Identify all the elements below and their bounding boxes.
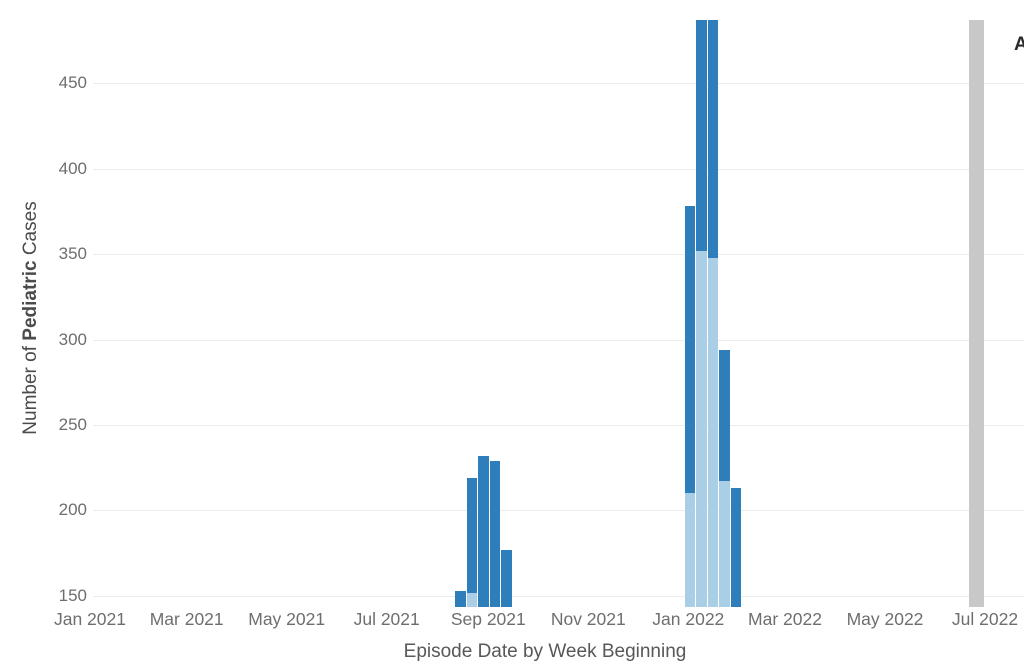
x-tick-label-mar-2022: Mar 2022 <box>748 609 822 629</box>
bar-light-segment-2022-01-09[interactable] <box>696 250 707 607</box>
x-tick-label-mar-2021: Mar 2021 <box>149 609 224 629</box>
bar-week-2022-01-16[interactable] <box>707 20 719 607</box>
bar-week-2021-08-29[interactable] <box>478 455 489 607</box>
y-axis-title-prefix: Number of <box>20 340 41 435</box>
bar-light-segment-2022-01-16[interactable] <box>707 257 719 607</box>
x-axis-title: Episode Date by Week Beginning <box>403 641 687 662</box>
y-axis-title: Number of Pediatric Cases <box>20 201 42 434</box>
legend-title-cropped: A <box>1014 34 1024 55</box>
y-tick-label-250: 250 <box>58 415 87 434</box>
gridline-250 <box>93 425 1024 426</box>
bar-light-segment-2022-01-02[interactable] <box>684 493 696 607</box>
bar-week-2021-08-22[interactable] <box>466 478 478 607</box>
bar-week-2022-01-30[interactable] <box>730 488 742 607</box>
y-axis-title-bold: Pediatric <box>20 260 41 341</box>
bar-week-2021-09-05[interactable] <box>489 460 501 607</box>
gridline-400 <box>93 168 1024 170</box>
x-tick-label-jan-2021: Jan 2021 <box>53 609 126 629</box>
y-tick-label-350: 350 <box>58 244 87 264</box>
y-tick-label-200: 200 <box>58 500 87 520</box>
x-tick-label-jul-2021: Jul 2021 <box>353 609 420 629</box>
bar-week-2021-08-15[interactable] <box>455 590 466 607</box>
bar-week-2022-01-09[interactable] <box>696 20 707 607</box>
y-tick-label-300: 300 <box>58 329 87 349</box>
gridline-350 <box>93 254 1024 256</box>
gridline-150 <box>93 595 1024 597</box>
x-tick-label-sep-2021: Sep 2021 <box>450 609 526 629</box>
y-axis-title-suffix: Cases <box>20 201 41 261</box>
bar-week-2022-01-23[interactable] <box>719 349 730 607</box>
gridline-300 <box>93 339 1024 341</box>
x-tick-label-may-2021: May 2021 <box>248 609 326 629</box>
bar-light-segment-2021-08-22[interactable] <box>466 592 478 607</box>
x-tick-label-jul-2022: Jul 2022 <box>951 609 1019 629</box>
x-tick-label-may-2022: May 2022 <box>846 609 924 629</box>
x-tick-label-jan-2022: Jan 2022 <box>652 609 725 629</box>
y-tick-label-400: 400 <box>58 158 87 178</box>
gridline-200 <box>93 510 1024 512</box>
y-tick-label-150: 150 <box>58 585 87 605</box>
y-tick-label-450: 450 <box>58 73 87 93</box>
bar-week-2021-09-12[interactable] <box>501 549 512 607</box>
gridline-450 <box>93 83 1024 85</box>
x-tick-label-nov-2021: Nov 2021 <box>550 609 626 629</box>
bar-light-segment-2022-01-23[interactable] <box>719 481 730 607</box>
bar-week-2022-06-26[interactable] <box>969 20 985 607</box>
bar-week-2022-01-02[interactable] <box>684 206 696 607</box>
